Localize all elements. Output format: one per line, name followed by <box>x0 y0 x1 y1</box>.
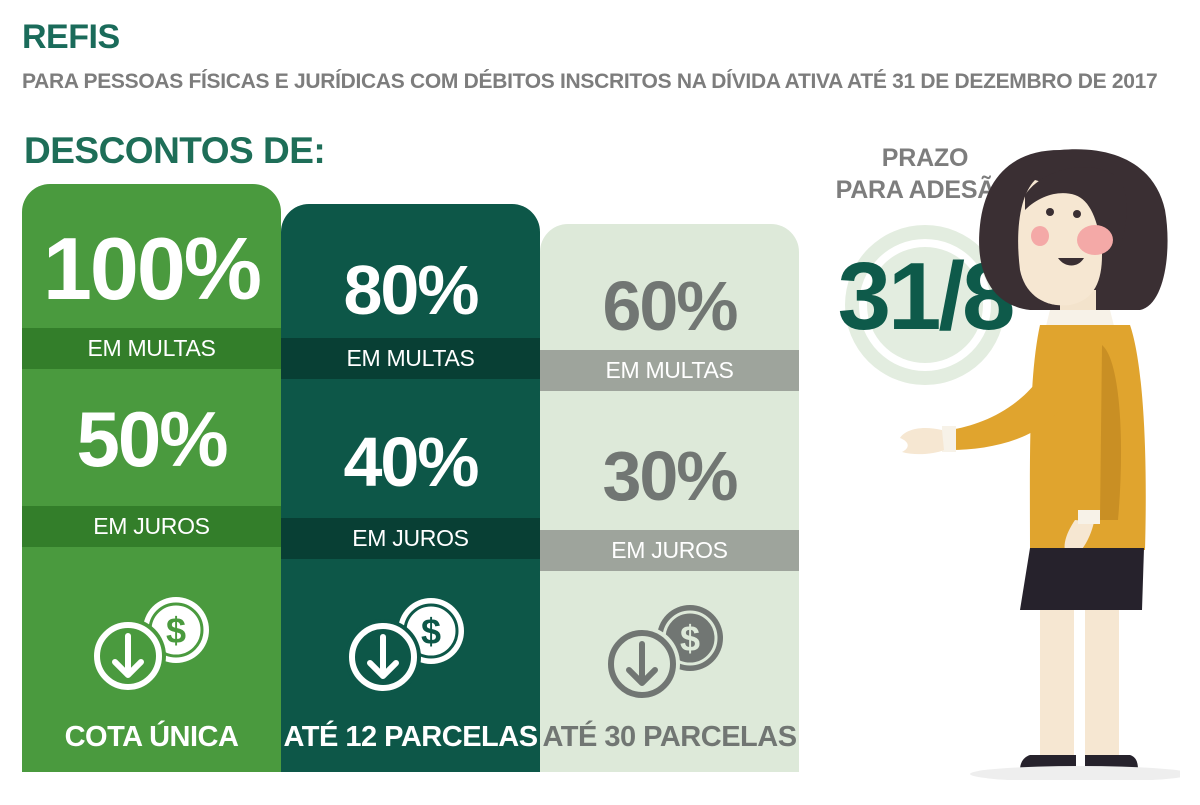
deadline-label-line2: PARA ADESÃO <box>835 176 1015 204</box>
fine-discount-label: EM MULTAS <box>22 328 281 369</box>
interest-discount-value: 30% <box>602 437 738 515</box>
fine-discount-value: 100% <box>42 219 262 318</box>
deadline-label-line1: PRAZO <box>881 144 969 172</box>
interest-discount-label: EM JUROS <box>281 518 540 559</box>
interest-discount-label: EM JUROS <box>22 506 281 547</box>
page-subtitle: PARA PESSOAS FÍSICAS E JURÍDICAS COM DÉB… <box>22 70 1158 93</box>
down-arrow-circle-icon <box>90 618 166 694</box>
svg-text:$: $ <box>680 618 700 659</box>
fine-discount-label: EM MULTAS <box>281 338 540 379</box>
page-title: REFIS <box>22 18 120 56</box>
payment-option-label: COTA ÚNICA <box>64 721 239 753</box>
woman-illustration <box>900 149 1180 780</box>
payment-icon: $ <box>90 597 209 694</box>
down-arrow-circle-icon <box>345 619 421 695</box>
deadline-label: PRAZO PARA ADESÃO <box>815 142 1035 206</box>
down-arrow-circle-icon <box>604 626 680 702</box>
interest-discount-value: 40% <box>343 423 479 501</box>
svg-text:$: $ <box>166 610 186 651</box>
discount-option-12-parcelas: 80% EM MULTAS 40% EM JUROS $ ATÉ 12 PARC… <box>281 204 540 772</box>
fine-discount-value: 80% <box>343 251 479 329</box>
interest-discount-value: 50% <box>76 395 228 483</box>
interest-discount-label: EM JUROS <box>540 530 799 571</box>
discount-option-cota-unica: 100% EM MULTAS 50% EM JUROS $ COTA ÚNICA <box>22 184 281 772</box>
discounts-heading: DESCONTOS DE: <box>24 130 326 171</box>
payment-icon: $ <box>345 598 464 695</box>
payment-option-label: ATÉ 30 PARCELAS <box>542 721 797 753</box>
svg-text:$: $ <box>421 611 441 652</box>
deadline-ring-icon <box>845 225 1005 385</box>
payment-option-label: ATÉ 12 PARCELAS <box>283 721 538 753</box>
fine-discount-label: EM MULTAS <box>540 350 799 391</box>
discount-option-30-parcelas: 60% EM MULTAS 30% EM JUROS $ ATÉ 30 PARC… <box>540 224 799 772</box>
payment-icon: $ <box>604 605 723 702</box>
fine-discount-value: 60% <box>602 267 738 345</box>
